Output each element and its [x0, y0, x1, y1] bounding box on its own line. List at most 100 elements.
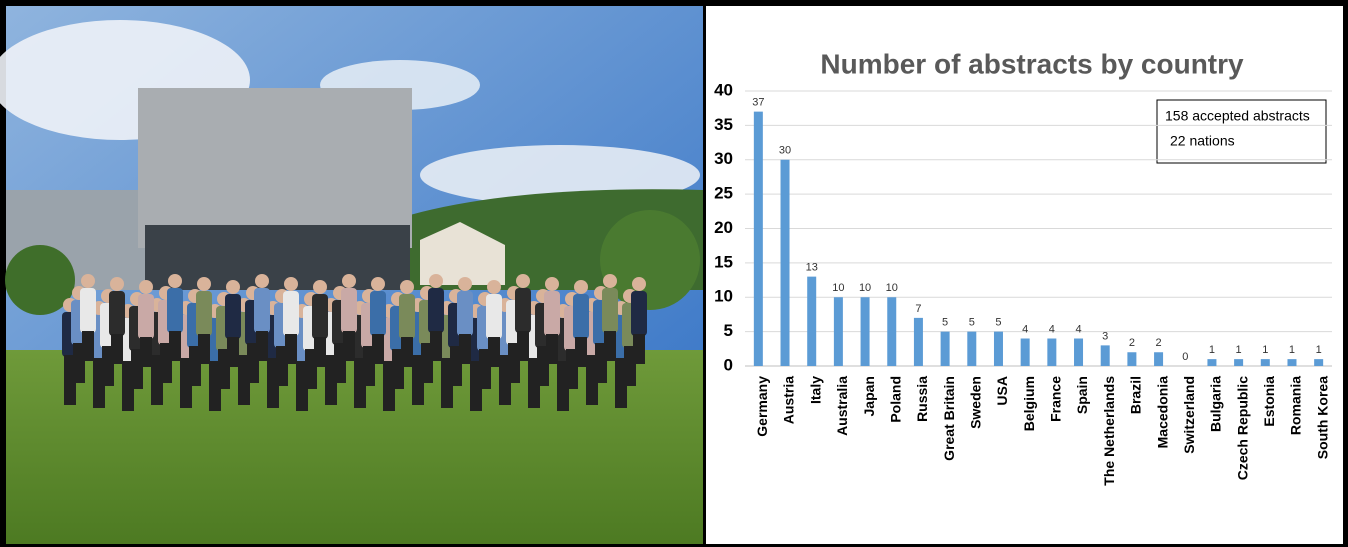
person-body	[602, 288, 618, 333]
person-head	[110, 277, 124, 291]
x-tick-label: The Netherlands	[1101, 376, 1117, 486]
x-tick-label: USA	[994, 376, 1010, 406]
x-tick-label: Spain	[1074, 376, 1090, 414]
data-label: 1	[1262, 344, 1268, 356]
person-legs	[111, 334, 123, 364]
tree	[600, 210, 700, 310]
data-label: 10	[832, 282, 844, 294]
person-body	[167, 288, 183, 333]
data-label: 3	[1102, 330, 1108, 342]
person-head	[516, 274, 530, 288]
data-label: 10	[886, 282, 898, 294]
bar	[780, 159, 790, 366]
person-body	[486, 294, 502, 339]
person-body	[283, 291, 299, 336]
x-tick-label: Australia	[834, 376, 850, 436]
person-legs	[459, 334, 471, 364]
photo	[0, 6, 703, 544]
x-tick-label: Japan	[861, 376, 877, 416]
y-tick-label: 20	[714, 218, 733, 237]
person-head	[342, 274, 356, 288]
person-body	[196, 291, 212, 336]
person-body	[428, 288, 444, 333]
y-tick-label: 5	[724, 321, 733, 340]
building	[138, 88, 412, 248]
person-legs	[546, 334, 558, 364]
bar	[967, 331, 977, 366]
person-body	[370, 291, 386, 336]
bar	[887, 297, 897, 366]
x-tick-label: Great Britain	[941, 376, 957, 461]
person-legs	[372, 334, 384, 364]
y-tick-label: 30	[714, 149, 733, 168]
data-label: 5	[995, 317, 1001, 329]
person-head	[197, 277, 211, 291]
person-head	[632, 277, 646, 291]
person-legs	[488, 337, 500, 367]
person-head	[81, 274, 95, 288]
x-tick-label: Austria	[781, 376, 797, 424]
data-label: 4	[1022, 323, 1028, 335]
person-legs	[227, 337, 239, 367]
person-head	[603, 274, 617, 288]
person-body	[631, 291, 647, 336]
x-tick-label: Switzerland	[1181, 376, 1197, 454]
bar	[860, 297, 870, 366]
person-legs	[82, 331, 94, 361]
bar	[1127, 352, 1137, 366]
data-label: 5	[969, 317, 975, 329]
data-label: 1	[1289, 344, 1295, 356]
data-label: 7	[915, 303, 921, 315]
annotation: 158 accepted abstracts	[1165, 108, 1310, 124]
person-legs	[343, 331, 355, 361]
data-label: 1	[1209, 344, 1215, 356]
person-body	[341, 288, 357, 333]
person-legs	[256, 331, 268, 361]
y-tick-label: 15	[714, 252, 733, 271]
x-tick-label: Italy	[807, 376, 823, 404]
person-legs	[575, 337, 587, 367]
person-legs	[169, 331, 181, 361]
house	[420, 222, 505, 285]
y-tick-label: 35	[714, 115, 733, 134]
bar	[1047, 338, 1057, 366]
data-label: 1	[1316, 344, 1322, 356]
data-label: 4	[1075, 323, 1081, 335]
x-tick-label: Brazil	[1128, 376, 1144, 414]
group-of-people	[62, 274, 647, 411]
annotation: 22 nations	[1170, 133, 1235, 149]
x-tick-label: France	[1048, 376, 1064, 422]
person-head	[284, 277, 298, 291]
bar	[1020, 338, 1030, 366]
bar	[1287, 359, 1297, 366]
bar	[1100, 345, 1110, 366]
data-label: 2	[1156, 337, 1162, 349]
person-head	[545, 277, 559, 291]
person-legs	[401, 337, 413, 367]
person-legs	[517, 331, 529, 361]
x-tick-label: Russia	[914, 376, 930, 422]
x-tick-label: Macedonia	[1154, 376, 1170, 449]
person-head	[371, 277, 385, 291]
person-head	[255, 274, 269, 288]
person-body	[254, 288, 270, 333]
x-tick-label: Bulgaria	[1208, 376, 1224, 432]
x-tick-label: Germany	[754, 376, 770, 437]
chart-title: Number of abstracts by country	[820, 48, 1244, 79]
person-legs	[198, 334, 210, 364]
tree	[5, 245, 75, 315]
bar	[833, 297, 843, 366]
person-head	[400, 280, 414, 294]
bar	[913, 317, 923, 366]
bar	[1314, 359, 1324, 366]
x-tick-label: Belgium	[1021, 376, 1037, 431]
person-legs	[140, 337, 152, 367]
chart-panel	[706, 6, 1343, 544]
x-tick-label: Czech Republic	[1234, 376, 1250, 480]
person-head	[574, 280, 588, 294]
x-tick-label: Estonia	[1261, 376, 1277, 427]
bar	[1074, 338, 1084, 366]
person-legs	[285, 334, 297, 364]
person-head	[429, 274, 443, 288]
